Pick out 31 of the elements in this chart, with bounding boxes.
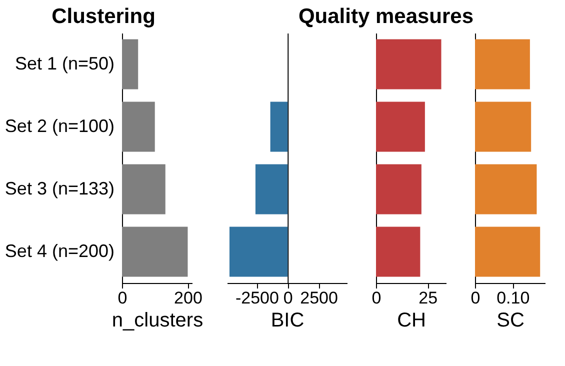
x-axis-title: BIC — [270, 310, 304, 332]
x-axis-title: CH — [397, 310, 426, 332]
y-tick-label: Set 4 (n=200) — [4, 240, 114, 261]
x-tick-label: 0 — [372, 288, 382, 308]
chart-title: Quality measures — [298, 5, 474, 28]
x-tick-label: 0 — [283, 288, 293, 308]
bar — [376, 39, 442, 90]
y-tick-label: Set 1 (n=50) — [14, 53, 114, 74]
x-tick-label: 25 — [418, 288, 438, 308]
bar — [475, 102, 532, 152]
bar — [475, 39, 530, 90]
x-axis-title: SC — [496, 310, 524, 332]
x-tick-label: 0 — [118, 288, 128, 308]
x-tick-label: 0.10 — [496, 288, 530, 308]
y-tick-label: Set 3 (n=133) — [4, 178, 114, 198]
x-tick-label: 2500 — [300, 288, 338, 308]
chart-title: Clustering — [52, 5, 156, 28]
bar — [376, 226, 420, 277]
bar — [122, 226, 188, 277]
x-tick-label: 0 — [470, 288, 480, 308]
x-axis-title: n_clusters — [112, 310, 204, 332]
bar — [376, 164, 422, 214]
bar — [376, 102, 425, 152]
bar — [122, 39, 138, 90]
bar — [475, 164, 537, 214]
x-tick-label: -2500 — [235, 288, 279, 308]
bar — [122, 102, 155, 152]
bar — [475, 226, 540, 277]
bar — [122, 164, 166, 214]
y-tick-label: Set 2 (n=100) — [4, 116, 114, 136]
x-tick-label: 200 — [174, 288, 202, 308]
